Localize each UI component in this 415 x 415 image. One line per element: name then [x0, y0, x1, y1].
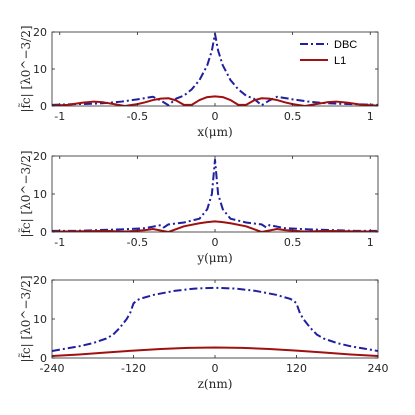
series-line-dbc	[52, 286, 378, 352]
x-tick-label: 0	[212, 236, 219, 249]
x-axis-label: z(nm)	[198, 377, 233, 391]
y-axis-label: |f̃c| [λ0^−3/2]	[17, 150, 33, 237]
x-tick-label: -0.5	[127, 110, 148, 123]
y-tick-label: 10	[33, 63, 47, 76]
x-axis-label: x(μm)	[197, 125, 232, 139]
x-tick-label: 1	[367, 110, 374, 123]
chart-panel-3: -240 -120 0 120 240 0 10 20 z(nm) |f̃c| [λ0^−3/2]	[17, 274, 388, 391]
legend: DBC L1	[300, 39, 357, 67]
axes-frame	[51, 279, 379, 359]
x-tick-label: 240	[368, 362, 389, 375]
y-axis-label: |f̃c| [λ0^−3/2]	[17, 25, 33, 112]
legend-label-dbc: DBC	[334, 39, 357, 51]
x-axis-label: y(μm)	[196, 251, 232, 265]
plot-area	[52, 32, 378, 106]
axes-frame	[51, 31, 379, 107]
plot-area	[52, 158, 378, 232]
plot-area	[52, 286, 378, 358]
x-tick-label: -1	[54, 236, 65, 249]
y-tick-label: 20	[33, 150, 47, 163]
series-line-dbc	[52, 158, 378, 232]
y-tick-label: 0	[40, 226, 47, 239]
y-tick-label: 0	[40, 100, 47, 113]
x-tick-label: -240	[40, 362, 65, 375]
series-line-l1	[52, 95, 378, 106]
series-line-l1	[52, 220, 378, 232]
series-line-dbc	[52, 32, 378, 106]
x-tick-label: -120	[121, 362, 146, 375]
x-tick-label: 0.5	[284, 110, 302, 123]
y-tick-label: 20	[33, 274, 47, 287]
y-axis-label: |f̃c| [λ0^−3/2]	[17, 275, 33, 362]
x-tick-label: 1	[367, 236, 374, 249]
y-tick-label: 0	[40, 352, 47, 365]
x-tick-label: 0	[212, 110, 219, 123]
x-tick-label: 120	[286, 362, 307, 375]
y-tick-label: 20	[33, 26, 47, 39]
x-tick-label: 0	[212, 362, 219, 375]
x-tick-label: -0.5	[127, 236, 148, 249]
legend-label-l1: L1	[334, 55, 346, 67]
y-tick-label: 10	[33, 313, 47, 326]
x-tick-label: 0.5	[284, 236, 302, 249]
x-tick-label: -1	[54, 110, 65, 123]
y-tick-label: 10	[33, 188, 47, 201]
series-line-l1	[52, 346, 378, 358]
